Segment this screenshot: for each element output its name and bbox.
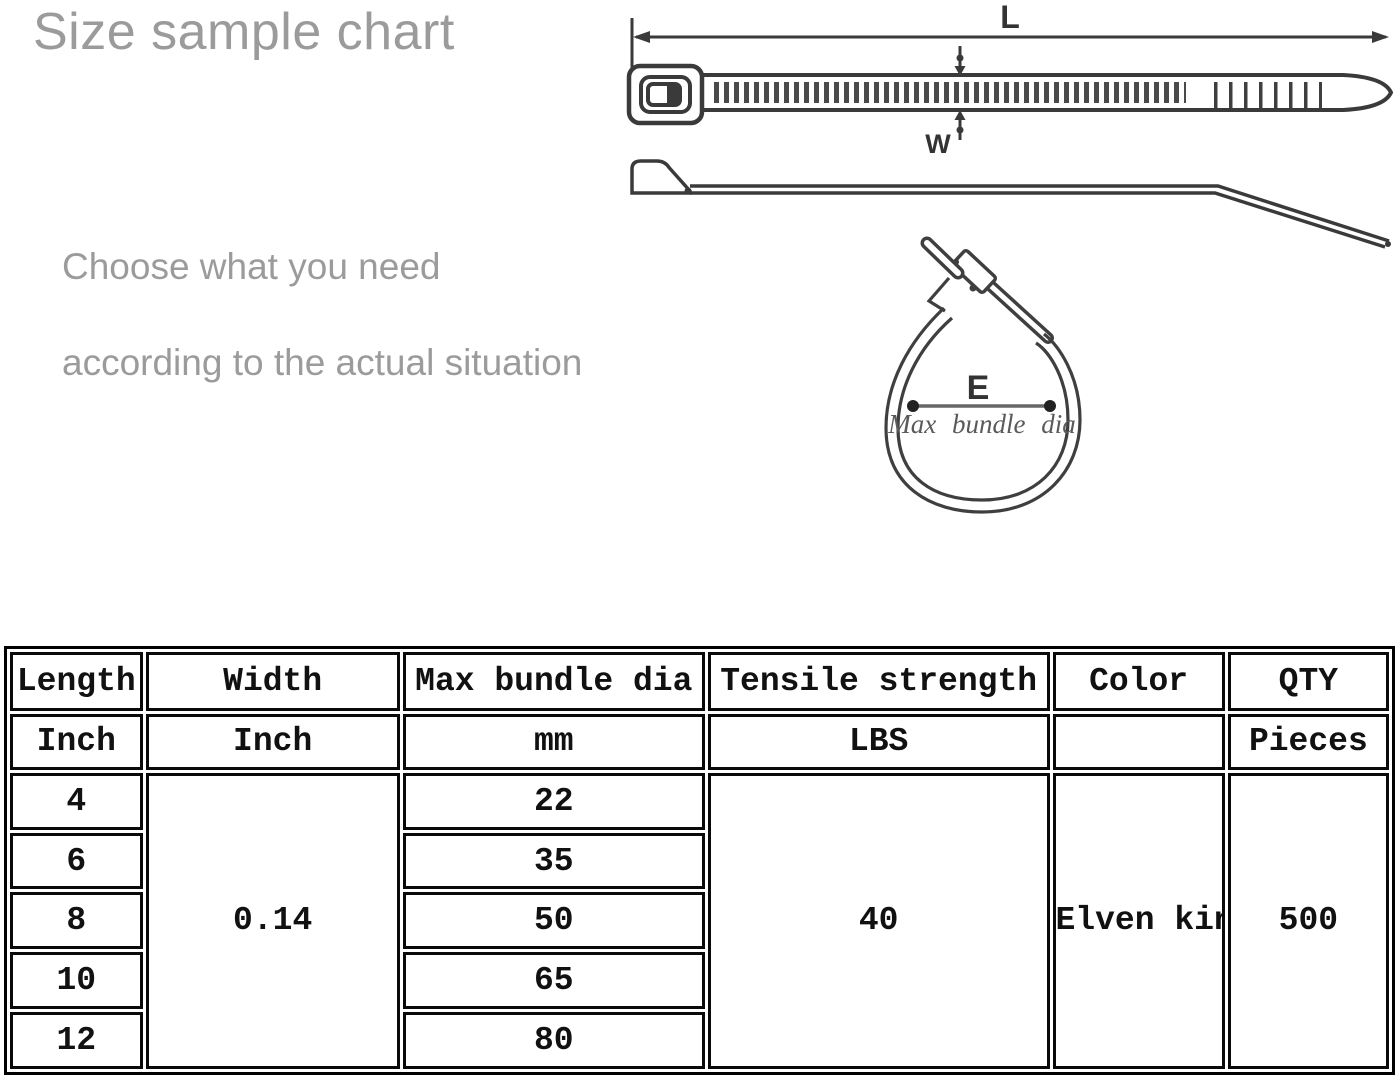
header-width: Width [145, 652, 400, 712]
unit-color [1052, 714, 1225, 770]
table-units-row: Inch Inch mm LBS Pieces [10, 714, 1389, 770]
cell-color-merged: Elven kinds [1052, 772, 1225, 1069]
cell-length: 12 [10, 1012, 143, 1069]
header-tensile-strength: Tensile strength [707, 652, 1050, 712]
arrowhead-up-icon [954, 110, 966, 120]
arrowhead-right-icon [1372, 31, 1389, 43]
cell-length: 4 [10, 772, 143, 830]
cell-width-merged: 0.14 [145, 772, 400, 1069]
bundle-dim-caption: Max bundle dia [887, 409, 1075, 439]
unit-qty: Pieces [1227, 714, 1389, 770]
cell-length: 8 [10, 892, 143, 950]
cell-length: 6 [10, 832, 143, 890]
cell-dia: 35 [402, 832, 705, 890]
bundle-dim-label: E [967, 369, 990, 407]
tagline-line-1: Choose what you need [62, 246, 441, 287]
cell-dia: 22 [402, 772, 705, 830]
tagline-line-2: according to the actual situation [62, 342, 583, 383]
cell-dia: 80 [402, 1012, 705, 1069]
table-row: 10 65 [10, 952, 1389, 1010]
arrowhead-down-icon [954, 66, 966, 76]
cable-tie-side-view [630, 159, 1391, 249]
table-header-row: Length Width Max bundle dia Tensile stre… [10, 652, 1389, 712]
unit-width: Inch [145, 714, 400, 770]
unit-length: Inch [10, 714, 143, 770]
width-dim-label: W [925, 129, 951, 159]
header-length: Length [10, 652, 143, 712]
table-row: 6 35 [10, 832, 1389, 890]
size-table: Length Width Max bundle dia Tensile stre… [4, 646, 1395, 1075]
cell-length: 10 [10, 952, 143, 1010]
page-title-text: Size sample chart [33, 3, 455, 61]
unit-max-bundle-dia: mm [402, 714, 705, 770]
table-row: 12 80 [10, 1012, 1389, 1069]
cell-tensile-merged: 40 [707, 772, 1050, 1069]
cable-tie-diagram: L W [626, 0, 1394, 514]
cable-tie-loop-view: E Max bundle dia [884, 236, 1082, 514]
header-max-bundle-dia: Max bundle dia [402, 652, 705, 712]
page-title: Size sample chart [33, 2, 455, 62]
table-row: 4 0.14 22 40 Elven kinds 500 [10, 772, 1389, 1069]
cable-tie-top-view: L W [626, 0, 1394, 159]
cell-dia: 50 [402, 892, 705, 950]
cell-dia: 65 [402, 952, 705, 1010]
header-color: Color [1052, 652, 1225, 712]
unit-tensile-strength: LBS [707, 714, 1050, 770]
arrowhead-left-icon [633, 31, 650, 43]
table-row: 8 50 [10, 892, 1389, 950]
cell-qty-merged: 500 [1227, 772, 1389, 1069]
length-dim-label: L [1000, 0, 1020, 35]
header-qty: QTY [1227, 652, 1389, 712]
